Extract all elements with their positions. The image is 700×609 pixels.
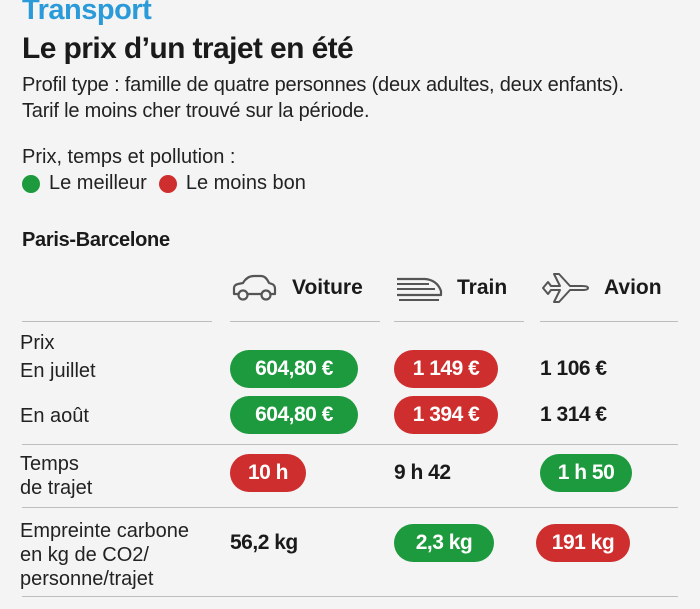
divider — [22, 507, 678, 508]
legend-label: Le meilleur — [49, 172, 147, 194]
subtitle: Profil type : famille de quatre personne… — [22, 72, 624, 124]
legend-item-best: Le meilleur — [22, 172, 147, 195]
legend: Le meilleur Le moins bon — [22, 172, 318, 195]
cell-avion-juillet: 1 106 € — [540, 357, 607, 380]
divider — [394, 321, 524, 322]
column-header-label: Avion — [604, 276, 662, 299]
row-label-empreinte: Empreinte carbone en kg de CO2/ personne… — [20, 519, 189, 591]
cell-voiture-carbone: 56,2 kg — [230, 531, 298, 554]
red-dot-icon — [158, 174, 177, 193]
cell-voiture-temps: 10 h — [230, 454, 306, 492]
divider — [230, 321, 380, 322]
row-label-aout: En août — [20, 405, 89, 427]
divider — [540, 321, 678, 322]
row-label-line: de trajet — [20, 477, 93, 499]
cell-avion-carbone: 191 kg — [536, 524, 630, 562]
subtitle-line: Tarif le moins cher trouvé sur la périod… — [22, 100, 370, 122]
route-title: Paris-Barcelone — [22, 229, 170, 251]
column-header-label: Voiture — [292, 276, 363, 299]
cell-train-temps: 9 h 42 — [394, 461, 451, 484]
column-header-train: Train — [395, 270, 507, 306]
cell-train-carbone: 2,3 kg — [394, 524, 494, 562]
cell-avion-aout: 1 314 € — [540, 403, 607, 426]
car-icon — [232, 274, 277, 301]
row-label-temps: Temps de trajet — [20, 452, 92, 500]
section-kicker: Transport — [22, 0, 152, 26]
column-header-label: Train — [457, 276, 508, 299]
subtitle-line: Profil type : famille de quatre personne… — [22, 74, 624, 96]
divider — [22, 321, 212, 322]
cell-voiture-juillet: 604,80 € — [230, 350, 358, 388]
legend-item-worst: Le moins bon — [158, 172, 306, 195]
green-dot-icon — [22, 174, 40, 193]
page-title: Le prix d’un trajet en été — [22, 32, 354, 65]
cell-train-juillet: 1 149 € — [394, 350, 498, 388]
row-label-juillet: En juillet — [20, 360, 96, 382]
cell-avion-temps: 1 h 50 — [540, 454, 632, 492]
divider — [22, 444, 678, 445]
legend-label: Le moins bon — [185, 172, 306, 194]
row-label-line: en kg de CO2/ — [20, 544, 149, 566]
row-label-line: personne/trajet — [20, 568, 154, 590]
divider — [22, 596, 678, 597]
row-label-line: Empreinte carbone — [20, 520, 189, 542]
section-label-prix: Prix — [20, 332, 55, 354]
column-header-voiture: Voiture — [230, 270, 363, 306]
legend-title: Prix, temps et pollution : — [22, 146, 236, 168]
train-icon — [397, 277, 443, 301]
column-header-avion: Avion — [540, 270, 662, 306]
row-label-line: Temps — [20, 453, 79, 475]
plane-icon — [542, 273, 589, 303]
cell-voiture-aout: 604,80 € — [230, 396, 358, 434]
cell-train-aout: 1 394 € — [394, 396, 498, 434]
